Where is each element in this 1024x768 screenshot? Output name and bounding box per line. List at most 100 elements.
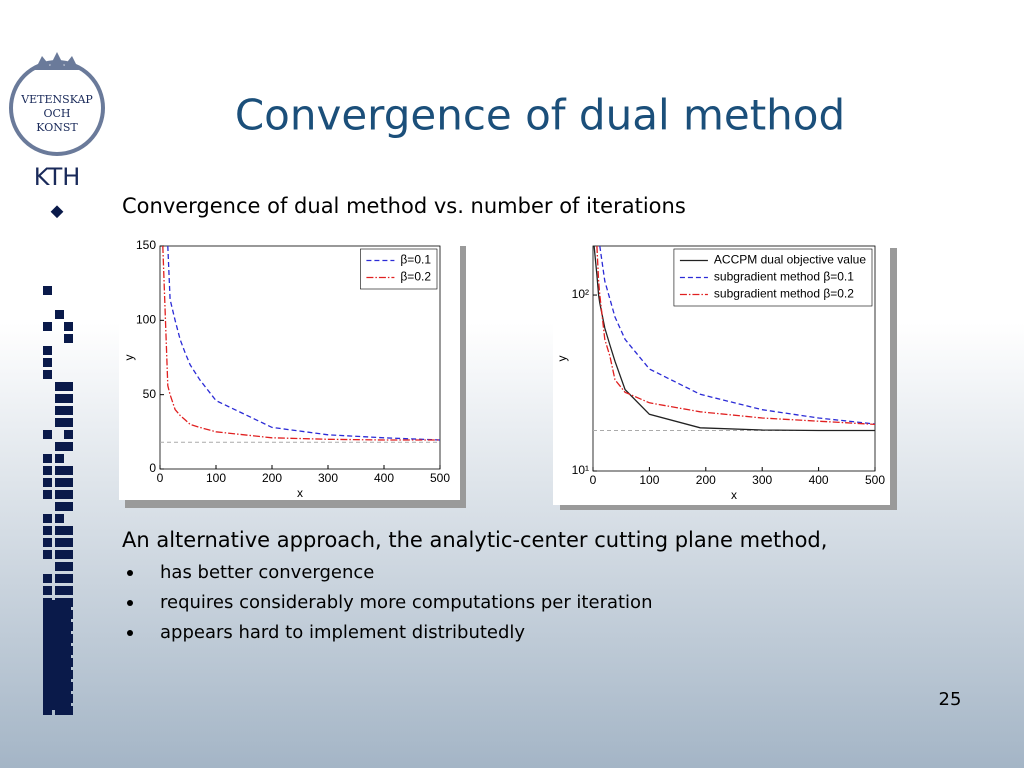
- deco-square: [43, 478, 52, 487]
- deco-square: [64, 466, 73, 475]
- deco-square: [64, 538, 73, 547]
- bullet-dot: [127, 570, 133, 576]
- deco-square: [43, 550, 52, 559]
- deco-square: [64, 334, 73, 343]
- deco-square: [55, 310, 64, 319]
- deco-square: [43, 346, 52, 355]
- bullet-text: appears hard to implement distributedly: [160, 622, 525, 643]
- x-tick-label: 0: [157, 471, 164, 485]
- deco-square: [43, 370, 52, 379]
- logo: VETENSKAP OCH KONST KTH: [9, 52, 105, 191]
- bullet-dot: [127, 600, 133, 606]
- deco-square: [43, 706, 52, 715]
- subtitle: Convergence of dual method vs. number of…: [122, 194, 686, 218]
- series-line: [593, 246, 875, 432]
- series-line: [162, 246, 440, 441]
- deco-square: [55, 454, 64, 463]
- plot-frame: [592, 245, 876, 472]
- deco-square: [64, 574, 73, 583]
- logo-kth: KTH: [34, 163, 81, 191]
- deco-square: [43, 466, 52, 475]
- x-tick-label: 300: [752, 473, 772, 487]
- deco-square: [43, 454, 52, 463]
- deco-square: [64, 526, 73, 535]
- deco-square: [55, 490, 64, 499]
- y-tick-label: 10¹: [572, 463, 589, 477]
- deco-square: [43, 574, 52, 583]
- deco-square: [55, 382, 64, 391]
- page-number: 25: [939, 689, 962, 710]
- logo-text: VETENSKAP: [20, 93, 93, 106]
- deco-strip: [43, 600, 71, 710]
- logo-text: OCH: [43, 107, 70, 120]
- legend-label: subgradient method β=0.2: [714, 287, 854, 301]
- x-tick-label: 400: [809, 473, 829, 487]
- slide-title: Convergence of dual method: [235, 91, 845, 140]
- series-line: [596, 246, 875, 426]
- bullet-list: has better convergence requires considera…: [127, 562, 652, 643]
- deco-square: [64, 382, 73, 391]
- x-tick-label: 500: [430, 471, 450, 485]
- logo-text: KONST: [36, 121, 78, 134]
- deco-square: [55, 478, 64, 487]
- x-tick-label: 100: [206, 471, 226, 485]
- deco-square: [55, 418, 64, 427]
- deco-square: [43, 526, 52, 535]
- deco-square: [55, 706, 64, 715]
- deco-square: [55, 442, 64, 451]
- x-tick-label: 0: [590, 473, 597, 487]
- x-tick-label: 100: [639, 473, 659, 487]
- legend-label: ACCPM dual objective value: [714, 253, 866, 267]
- deco-square: [55, 502, 64, 511]
- deco-square: [64, 406, 73, 415]
- x-tick-label: 500: [865, 473, 885, 487]
- deco-square: [64, 322, 73, 331]
- deco-square: [55, 550, 64, 559]
- deco-square: [43, 322, 52, 331]
- deco-square: [55, 538, 64, 547]
- series-line: [167, 246, 440, 441]
- deco-square: [64, 394, 73, 403]
- deco-square: [55, 526, 64, 535]
- deco-square: [64, 586, 73, 595]
- body-intro: An alternative approach, the analytic-ce…: [122, 528, 827, 552]
- bullet-text: has better convergence: [160, 562, 374, 583]
- legend-label: β=0.1: [400, 253, 431, 267]
- deco-square: [55, 406, 64, 415]
- y-tick-label: 150: [136, 238, 156, 252]
- legend-label: subgradient method β=0.1: [714, 270, 854, 284]
- deco-square: [64, 418, 73, 427]
- y-tick-label: 10²: [572, 287, 589, 301]
- y-axis-label: y: [555, 356, 569, 362]
- legend-box: [360, 248, 438, 290]
- y-axis-label: y: [122, 355, 136, 361]
- deco-square: [55, 562, 64, 571]
- deco-square: [43, 538, 52, 547]
- bullet-text: requires considerably more computations …: [160, 592, 652, 613]
- y-tick-label: 0: [149, 461, 156, 475]
- x-axis-label: x: [731, 488, 737, 502]
- decoration: [43, 205, 73, 715]
- x-tick-label: 300: [318, 471, 338, 485]
- deco-square: [64, 502, 73, 511]
- deco-square: [43, 286, 52, 295]
- deco-square: [64, 550, 73, 559]
- deco-square: [43, 514, 52, 523]
- deco-square: [55, 466, 64, 475]
- deco-square: [43, 490, 52, 499]
- plot-frame: [159, 245, 441, 470]
- y-tick-label: 50: [143, 387, 157, 401]
- x-tick-label: 200: [262, 471, 282, 485]
- deco-square: [43, 586, 52, 595]
- deco-square: [50, 205, 64, 219]
- bullet-dot: [127, 630, 133, 636]
- x-tick-label: 200: [696, 473, 716, 487]
- deco-square: [64, 478, 73, 487]
- deco-square: [64, 490, 73, 499]
- y-tick-label: 100: [136, 313, 156, 327]
- deco-square: [55, 394, 64, 403]
- deco-square: [55, 586, 64, 595]
